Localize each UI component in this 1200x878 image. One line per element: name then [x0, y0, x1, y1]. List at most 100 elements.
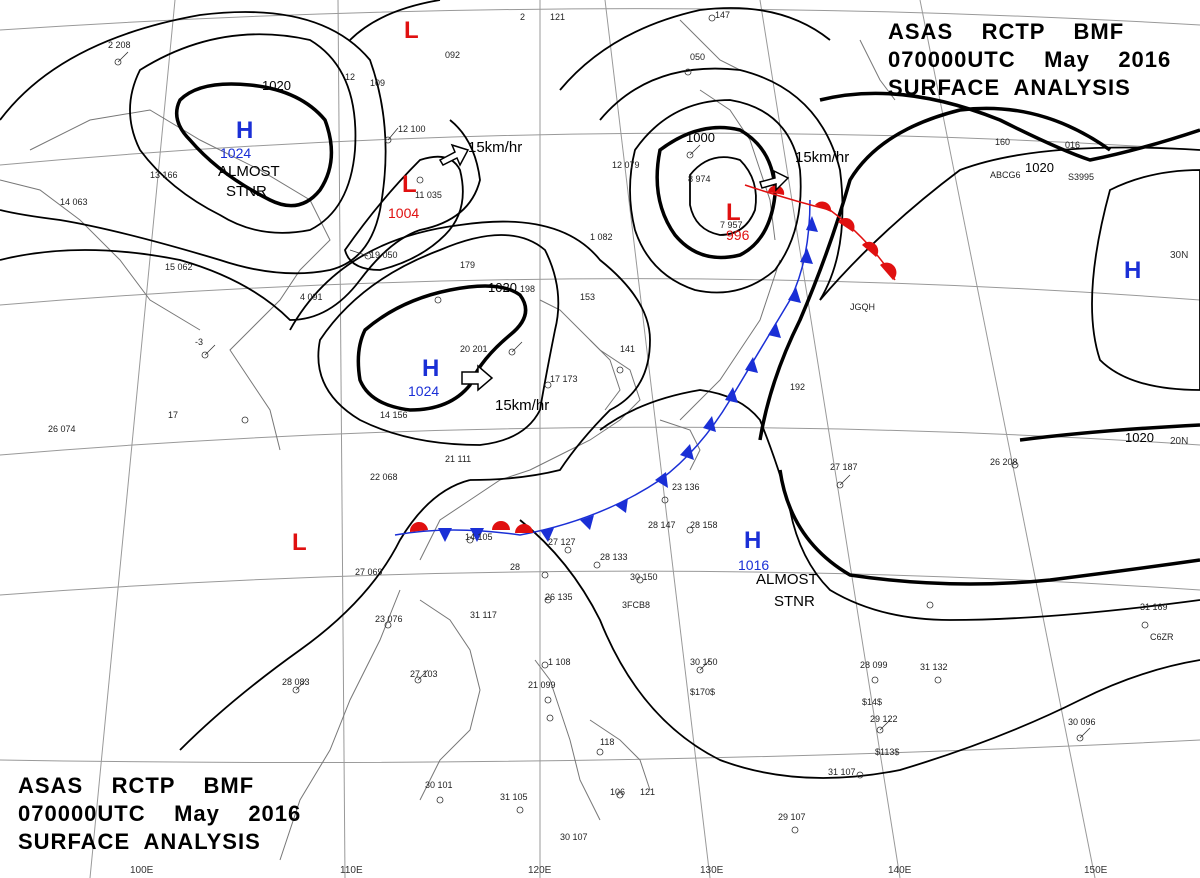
svg-text:26 208: 26 208	[990, 457, 1018, 467]
title-line2: 070000UTC May 2016	[888, 47, 1172, 72]
svg-text:JGQH: JGQH	[850, 302, 875, 312]
pressure-value: 1024	[408, 383, 439, 399]
longitude-label: 120E	[528, 865, 552, 876]
svg-text:1 108: 1 108	[548, 657, 571, 667]
svg-text:31 132: 31 132	[920, 662, 948, 672]
motion-label: 15km/hr	[495, 397, 549, 414]
latitude-label: 20N	[1170, 436, 1188, 447]
pressure-center-h4: H	[1124, 257, 1141, 284]
svg-text:22 068: 22 068	[370, 472, 398, 482]
longitude-label: 110E	[340, 865, 363, 876]
svg-text:27 187: 27 187	[830, 462, 858, 472]
svg-text:31 169: 31 169	[1140, 602, 1168, 612]
isobar	[599, 67, 844, 301]
isobar	[129, 33, 357, 234]
pressure-center-l2: L 996	[726, 199, 750, 243]
svg-text:141: 141	[620, 344, 635, 354]
station-observations	[114, 14, 1149, 834]
svg-text:153: 153	[580, 292, 595, 302]
pressure-value: 1004	[388, 205, 419, 221]
isobar	[1091, 169, 1200, 391]
longitude-label: 100E	[130, 865, 154, 876]
svg-text:-3: -3	[195, 337, 203, 347]
isobar	[599, 389, 1200, 621]
isobar-label: 1020	[488, 280, 517, 295]
title-line1: ASAS RCTP BMF	[888, 19, 1125, 44]
latitude-label: 30N	[1170, 250, 1188, 261]
pressure-center-h1: H 1024 ALMOST STNR	[218, 117, 280, 200]
svg-text:14 156: 14 156	[380, 410, 408, 420]
svg-text:26 135: 26 135	[545, 592, 573, 602]
isobar	[758, 106, 1112, 441]
svg-text:160: 160	[995, 137, 1010, 147]
coordinate-labels: 30N 20N 110E 120E 130E 140E 150E 100E	[130, 250, 1188, 876]
isobar-label: 1000	[686, 130, 715, 145]
low-marker: L	[292, 529, 307, 556]
svg-text:28 147: 28 147	[648, 520, 676, 530]
svg-text:30 150: 30 150	[690, 657, 718, 667]
svg-text:13 166: 13 166	[150, 170, 178, 180]
title-line1: ASAS RCTP BMF	[18, 773, 255, 798]
longitude-label: 150E	[1084, 865, 1108, 876]
pressure-center-h2: H 1024	[408, 355, 439, 399]
svg-text:$170$: $170$	[690, 687, 715, 697]
low-marker: L	[726, 199, 741, 226]
high-marker: H	[744, 527, 761, 554]
pressure-center-l1: L 1004	[388, 171, 419, 221]
low-marker: L	[402, 171, 417, 198]
warm-front	[744, 184, 897, 281]
svg-text:$113$: $113$	[875, 747, 899, 757]
svg-text:4 091: 4 091	[300, 292, 323, 302]
stationary-front	[394, 199, 818, 542]
system-note-line2: STNR	[226, 183, 267, 200]
svg-text:30 101: 30 101	[425, 780, 453, 790]
svg-text:016: 016	[1065, 140, 1080, 150]
svg-text:2: 2	[520, 12, 525, 22]
svg-text:109: 109	[370, 78, 385, 88]
svg-text:31 105: 31 105	[500, 792, 528, 802]
pressure-value: 1024	[220, 145, 251, 161]
motion-arrow-icon	[438, 143, 470, 167]
high-marker: H	[1124, 257, 1141, 284]
svg-text:092: 092	[445, 50, 460, 60]
svg-text:27 069: 27 069	[355, 567, 383, 577]
svg-text:21 111: 21 111	[445, 454, 471, 464]
longitude-label: 140E	[888, 865, 912, 876]
svg-text:26 074: 26 074	[48, 424, 76, 434]
isobar-label: 1020	[1125, 430, 1154, 445]
svg-text:12 100: 12 100	[398, 124, 426, 134]
isobar	[289, 220, 651, 481]
svg-text:2 208: 2 208	[108, 40, 131, 50]
isobar	[179, 479, 471, 751]
svg-text:23 136: 23 136	[672, 482, 700, 492]
svg-text:192: 192	[790, 382, 805, 392]
svg-text:S3995: S3995	[1068, 172, 1094, 182]
svg-text:17: 17	[168, 410, 178, 420]
map-title-top: ASAS RCTP BMF 070000UTC May 2016 SURFACE…	[888, 18, 1171, 102]
motion-arrows	[438, 143, 790, 392]
svg-text:C6ZR: C6ZR	[1150, 632, 1174, 642]
isobar	[349, 0, 441, 41]
svg-text:12 079: 12 079	[612, 160, 640, 170]
isobar	[778, 469, 1200, 586]
svg-text:11 035: 11 035	[415, 190, 442, 200]
svg-text:29 107: 29 107	[778, 812, 806, 822]
svg-text:23 076: 23 076	[375, 614, 403, 624]
isobar-label: 1020	[262, 78, 291, 93]
svg-text:31 107: 31 107	[828, 767, 856, 777]
svg-text:14 063: 14 063	[60, 197, 88, 207]
svg-text:27 103: 27 103	[410, 669, 438, 679]
svg-text:121: 121	[640, 787, 655, 797]
svg-text:28 099: 28 099	[860, 660, 888, 670]
isobars	[0, 0, 1200, 779]
svg-text:30 150: 30 150	[630, 572, 658, 582]
svg-text:28 158: 28 158	[690, 520, 718, 530]
svg-text:12: 12	[345, 72, 355, 82]
low-marker: L	[404, 17, 419, 44]
isobar	[0, 119, 481, 321]
svg-text:30 096: 30 096	[1068, 717, 1096, 727]
isobar-labels: 1020 1020 1000 1020 1020	[262, 78, 1154, 445]
